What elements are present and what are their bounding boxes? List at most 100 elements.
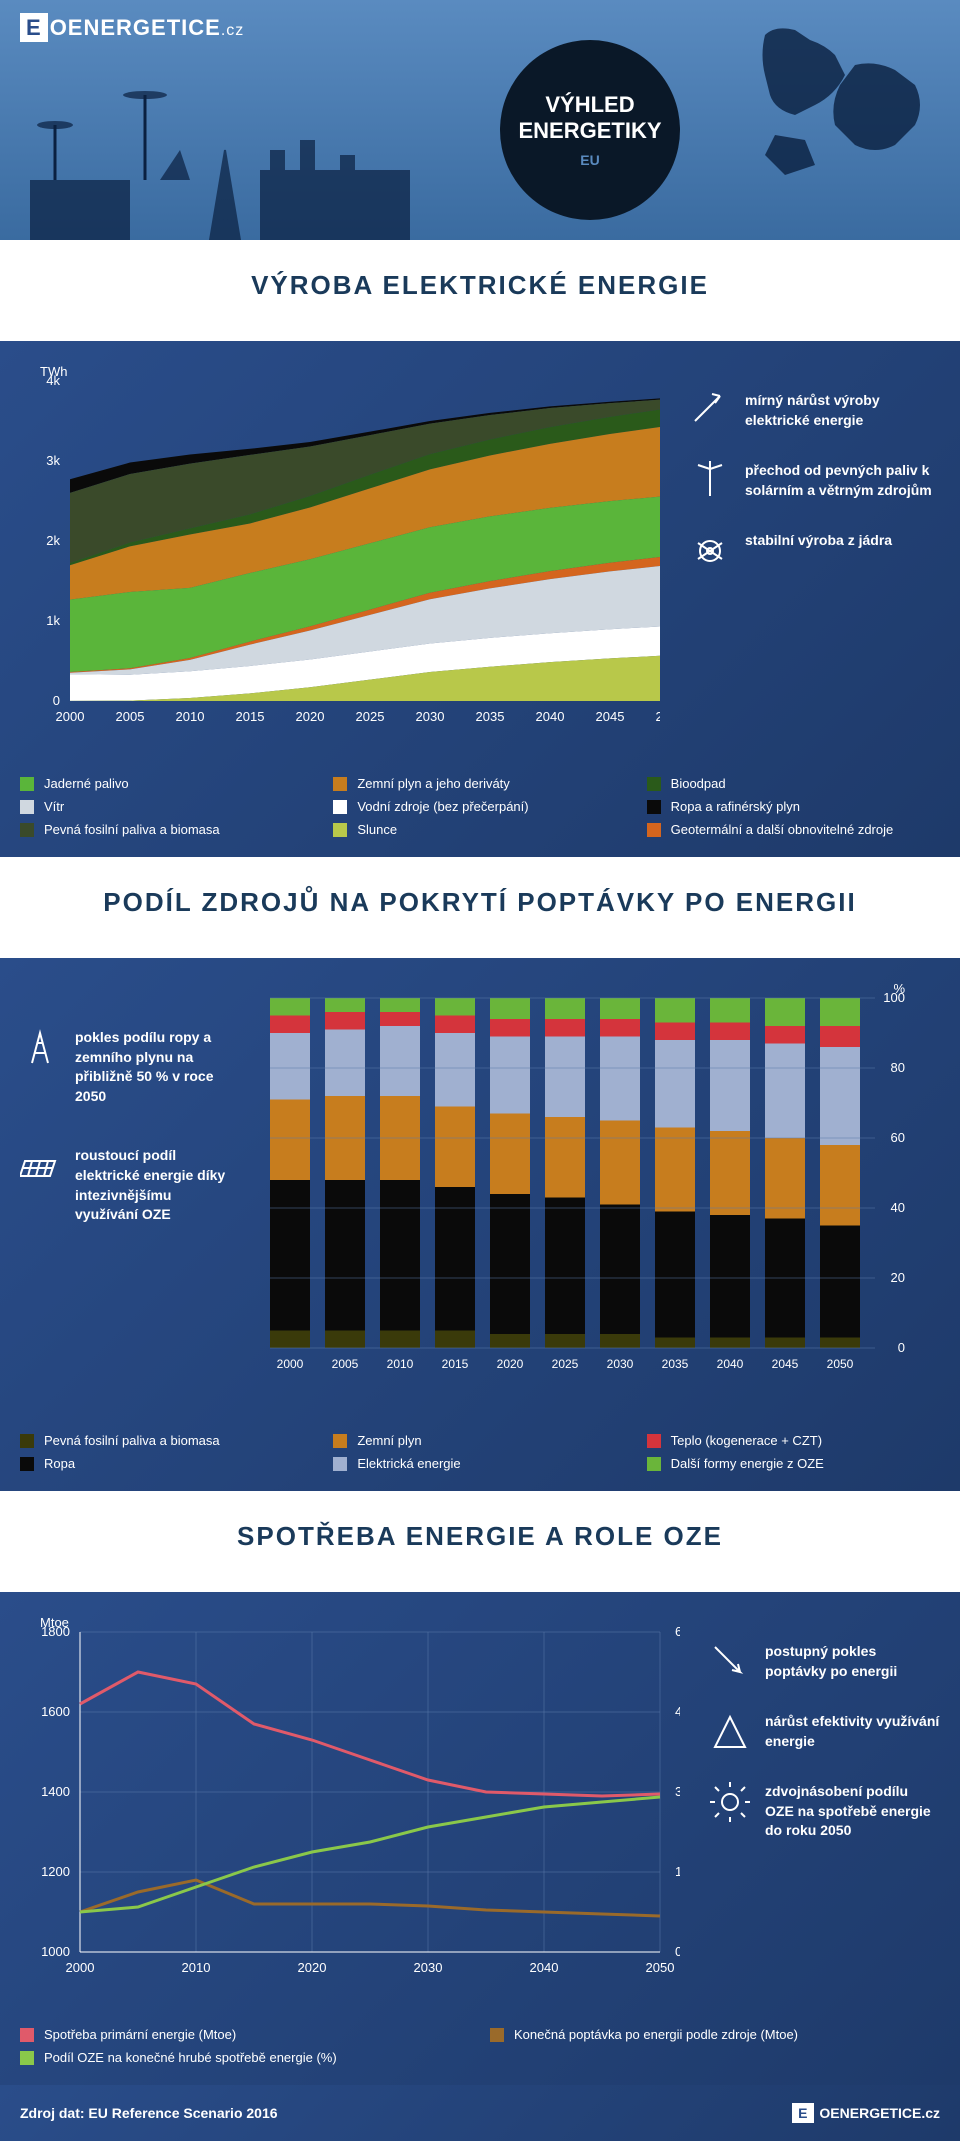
svg-text:16 %: 16 % (675, 1864, 680, 1879)
section3-legend: Spotřeba primární energie (Mtoe) Konečná … (20, 2027, 940, 2065)
svg-text:2050: 2050 (827, 1357, 854, 1371)
legend-label: Ropa (44, 1456, 75, 1471)
svg-text:2000: 2000 (277, 1357, 304, 1371)
svg-text:2040: 2040 (536, 709, 565, 724)
legend-item: Bioodpad (647, 776, 940, 791)
sidebar-item: mírný nárůst výroby elektrické energie (690, 391, 940, 431)
legend-swatch (333, 800, 347, 814)
legend-swatch (20, 823, 34, 837)
svg-text:%: % (893, 981, 905, 996)
sidebar-text: nárůst efektivity využívání energie (765, 1712, 940, 1751)
svg-text:1200: 1200 (41, 1864, 70, 1879)
header-title-circle: VÝHLED ENERGETIKY EU (500, 40, 680, 220)
header-subtitle: EU (580, 152, 599, 168)
industrial-silhouette (0, 80, 450, 240)
legend-label: Elektrická energie (357, 1456, 460, 1471)
line-chart: 100012001400160018000 %16 %32 %48 %64 %2… (20, 1612, 680, 1997)
site-logo: EOENERGETICE.cz (20, 15, 244, 41)
legend-swatch (647, 800, 661, 814)
legend-swatch (20, 777, 34, 791)
sidebar-item: pokles podílu ropy a zemního plynu na př… (20, 1028, 230, 1106)
legend-item: Spotřeba primární energie (Mtoe) (20, 2027, 470, 2042)
footer-logo-text: OENERGETICE (819, 2105, 921, 2121)
svg-text:2040: 2040 (530, 1960, 559, 1975)
legend-item: Pevná fosilní paliva a biomasa (20, 822, 313, 837)
sidebar-text: postupný pokles poptávky po energii (765, 1642, 940, 1681)
legend-label: Další formy energie z OZE (671, 1456, 824, 1471)
svg-text:20: 20 (891, 1270, 905, 1285)
logo-mark: E (20, 13, 48, 42)
legend-swatch (20, 2028, 34, 2042)
solar-panel-icon (20, 1146, 60, 1186)
legend-swatch (20, 2051, 34, 2065)
svg-text:0: 0 (53, 693, 60, 708)
svg-text:1600: 1600 (41, 1704, 70, 1719)
svg-text:2010: 2010 (182, 1960, 211, 1975)
legend-item: Ropa (20, 1456, 313, 1471)
svg-text:3k: 3k (46, 453, 60, 468)
section3-title: SPOTŘEBA ENERGIE A ROLE OZE (0, 1491, 960, 1592)
svg-text:60: 60 (891, 1130, 905, 1145)
legend-label: Spotřeba primární energie (Mtoe) (44, 2027, 236, 2042)
footer-source: Zdroj dat: EU Reference Scenario 2016 (20, 2105, 278, 2121)
arrow-up-icon (690, 391, 730, 431)
section2-sidebar: pokles podílu ropy a zemního plynu na př… (20, 978, 230, 1403)
bar-chart: 2000200520102015202020252030203520402045… (260, 978, 940, 1403)
legend-swatch (490, 2028, 504, 2042)
svg-text:48 %: 48 % (675, 1704, 680, 1719)
legend-label: Vítr (44, 799, 64, 814)
svg-text:2025: 2025 (552, 1357, 579, 1371)
svg-text:2020: 2020 (497, 1357, 524, 1371)
svg-text:2040: 2040 (717, 1357, 744, 1371)
legend-label: Pevná fosilní paliva a biomasa (44, 1433, 220, 1448)
legend-label: Zemní plyn (357, 1433, 421, 1448)
section2-title: PODÍL ZDROJŮ NA POKRYTÍ POPTÁVKY PO ENER… (0, 857, 960, 958)
legend-swatch (333, 823, 347, 837)
header-title-line2: ENERGETIKY (518, 118, 661, 144)
legend-label: Slunce (357, 822, 397, 837)
legend-item: Konečná poptávka po energii podle zdroje… (490, 2027, 940, 2042)
legend-item: Vodní zdroje (bez přečerpání) (333, 799, 626, 814)
svg-text:2015: 2015 (236, 709, 265, 724)
svg-text:2050: 2050 (656, 709, 660, 724)
svg-text:2030: 2030 (607, 1357, 634, 1371)
area-chart: 01k2k3k4k2000200520102015202020252030203… (20, 361, 660, 746)
sidebar-item: postupný pokles poptávky po energii (710, 1642, 940, 1682)
svg-text:2025: 2025 (356, 709, 385, 724)
footer-logo-mark: E (792, 2103, 813, 2123)
svg-text:0: 0 (898, 1340, 905, 1355)
triangle-icon (710, 1712, 750, 1752)
section3-sidebar: postupný pokles poptávky po energii nárůs… (710, 1612, 940, 1997)
svg-text:2050: 2050 (646, 1960, 675, 1975)
legend-item: Jaderné palivo (20, 776, 313, 791)
sidebar-item: nárůst efektivity využívání energie (710, 1712, 940, 1752)
legend-swatch (333, 1457, 347, 1471)
svg-text:2000: 2000 (56, 709, 85, 724)
svg-text:1k: 1k (46, 613, 60, 628)
svg-text:0 %: 0 % (675, 1944, 680, 1959)
svg-text:2000: 2000 (66, 1960, 95, 1975)
header-section: EOENERGETICE.cz VÝHLED ENERGETIKY EU (0, 0, 960, 240)
legend-item: Další formy energie z OZE (647, 1456, 940, 1471)
section3: 100012001400160018000 %16 %32 %48 %64 %2… (0, 1592, 960, 2085)
legend-label: Bioodpad (671, 776, 726, 791)
legend-item: Geotermální a další obnovitelné zdroje (647, 822, 940, 837)
svg-text:2005: 2005 (116, 709, 145, 724)
legend-item: Ropa a rafinérský plyn (647, 799, 940, 814)
sidebar-text: přechod od pevných paliv k solárním a vě… (745, 461, 940, 500)
svg-text:64 %: 64 % (675, 1624, 680, 1639)
sun-icon (710, 1782, 750, 1822)
section2-legend: Pevná fosilní paliva a biomasa Zemní plyn… (20, 1433, 940, 1471)
legend-label: Vodní zdroje (bez přečerpání) (357, 799, 528, 814)
legend-swatch (647, 1434, 661, 1448)
header-title-line1: VÝHLED (545, 92, 634, 118)
sidebar-text: stabilní výroba z jádra (745, 531, 892, 551)
legend-label: Jaderné palivo (44, 776, 129, 791)
legend-swatch (647, 823, 661, 837)
legend-label: Zemní plyn a jeho deriváty (357, 776, 509, 791)
section1-sidebar: mírný nárůst výroby elektrické energie př… (690, 361, 940, 746)
europe-map-icon (715, 15, 945, 195)
sidebar-item: roustoucí podíl elektrické energie díky … (20, 1146, 230, 1224)
legend-item: Elektrická energie (333, 1456, 626, 1471)
svg-text:1400: 1400 (41, 1784, 70, 1799)
